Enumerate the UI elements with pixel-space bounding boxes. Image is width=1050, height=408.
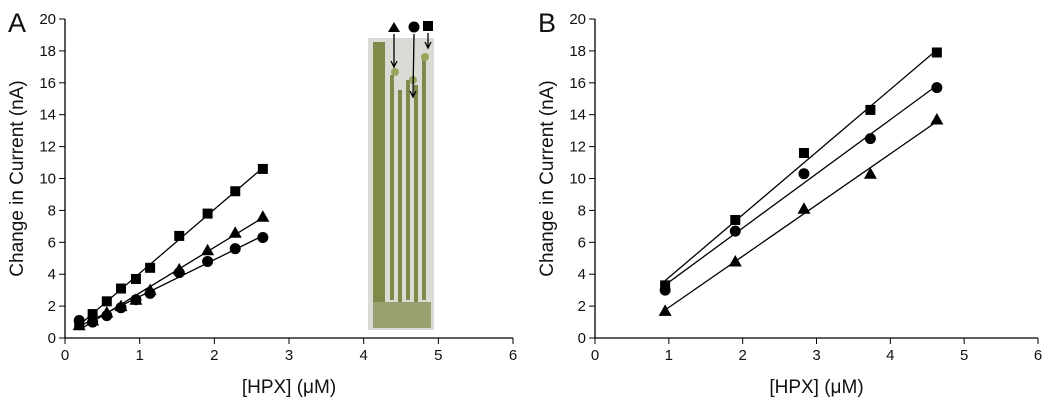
data-point [798,168,810,180]
data-point [730,214,741,225]
data-point [728,254,742,267]
y-tick-label: 10 [569,171,586,188]
y-tick-label: 6 [578,234,586,251]
y-tick-label: 12 [39,139,56,156]
data-point [130,294,142,306]
y-tick-label: 0 [48,330,56,347]
y-tick-label: 4 [578,266,586,283]
x-tick-label: 6 [1034,347,1042,364]
data-point [115,302,127,314]
y-tick-label: 6 [48,234,56,251]
data-point [145,262,156,273]
x-tick-label: 0 [591,347,599,364]
fit-line [664,84,938,286]
data-point [87,316,99,328]
data-point [863,167,877,179]
arrows [390,33,432,99]
data-point [228,226,242,238]
data-point [865,104,876,115]
data-point [256,210,270,222]
x-tick-label: 0 [61,347,69,364]
y-tick-label: 8 [578,202,586,219]
y-tick-label: 18 [569,43,586,60]
x-axis-title: [HPX] (μM) [242,377,336,398]
square-marker [423,21,433,31]
electrode-image [368,21,434,330]
panel-label: A [8,8,26,38]
y-tick-label: 14 [569,107,586,124]
data-point [931,47,942,58]
data-point [931,82,943,94]
x-tick-label: 1 [665,347,673,364]
y-tick-label: 4 [48,266,56,283]
circle-marker [408,21,420,33]
data-point [144,287,156,299]
x-tick-label: 4 [886,347,894,364]
data-point [202,255,214,267]
y-tick-label: 0 [578,330,586,347]
data-point [101,310,113,322]
data-point [201,243,215,256]
y-tick-label: 18 [39,43,56,60]
contact-pads [373,302,431,328]
x-tick-label: 3 [285,347,293,364]
data-point [729,225,741,237]
y-tick-label: 2 [578,298,586,315]
y-tick-label: 20 [39,11,56,28]
data-point [930,112,944,125]
x-tick-label: 4 [359,347,367,364]
x-tick-label: 6 [509,347,517,364]
x-tick-label: 1 [135,347,143,364]
data-point [659,284,671,296]
data-point [174,230,185,241]
x-tick-label: 2 [210,347,218,364]
data-point [798,147,809,158]
y-tick-label: 10 [39,171,56,188]
data-point [101,296,112,307]
y-tick-label: 16 [39,75,56,92]
data-point [230,186,241,197]
y-tick-label: 14 [39,107,56,124]
data-point [257,163,268,174]
y-tick-label: 12 [569,139,586,156]
x-tick-label: 3 [812,347,820,364]
data-point [73,314,85,326]
data-point [864,133,876,145]
panel-label: B [538,8,556,38]
data-point [229,243,241,255]
y-tick-label: 2 [48,298,56,315]
x-axis-title: [HPX] (μM) [769,377,863,398]
y-axis-title: Change in Current (nA) [537,80,558,276]
fit-line [664,121,938,311]
y-tick-label: 20 [569,11,586,28]
x-tick-label: 5 [434,347,442,364]
data-point [173,267,185,279]
x-tick-label: 2 [738,347,746,364]
x-tick-label: 5 [960,347,968,364]
electrode [373,42,385,327]
data-point [116,283,126,294]
triangle-marker [388,22,400,32]
fit-line [664,49,938,282]
y-tick-label: 8 [48,202,56,219]
electrode-traces [390,60,426,310]
data-point [797,202,811,214]
data-point [130,273,141,284]
data-point [202,208,213,219]
electrode-tip [391,68,399,76]
data-point [658,304,672,316]
electrode-tip [421,53,429,61]
y-axis-title: Change in Current (nA) [7,80,28,276]
y-tick-label: 16 [569,75,586,92]
data-point [257,232,269,244]
